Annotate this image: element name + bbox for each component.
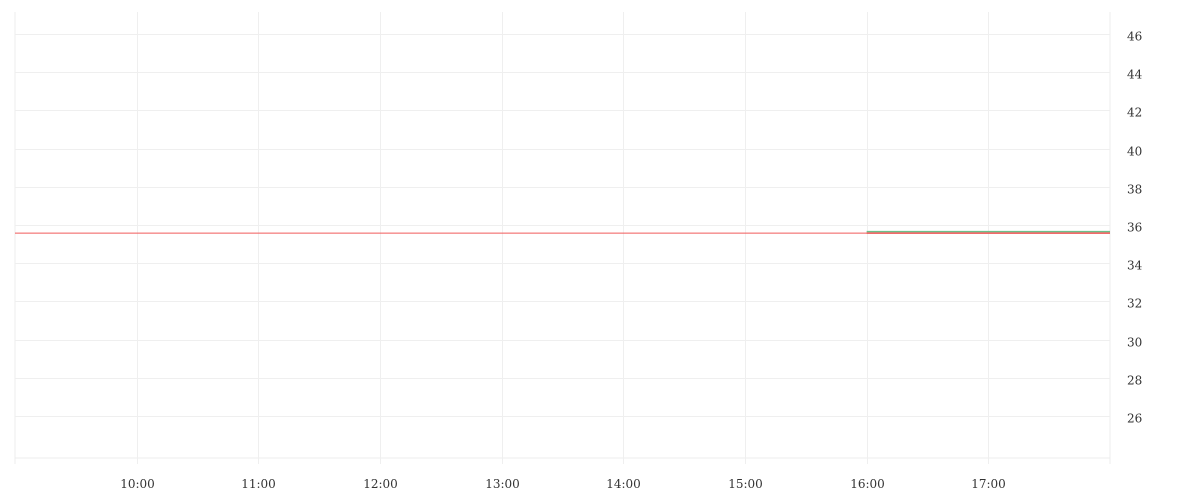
grid [14,12,1111,464]
x-axis: 10:00 11:00 12:00 13:00 14:00 15:00 16:00 17:00 [120,477,1006,491]
y-tick-label: 36 [1127,221,1142,235]
y-tick-label: 32 [1127,297,1142,311]
y-tick-label: 34 [1127,259,1143,273]
y-tick-label: 26 [1127,412,1142,426]
x-tick-label: 16:00 [850,477,885,491]
x-tick-label: 12:00 [363,477,398,491]
y-tick-label: 38 [1127,183,1142,197]
x-tick-label: 14:00 [606,477,641,491]
x-tick-label: 10:00 [120,477,155,491]
series [15,230,1110,234]
y-tick-label: 30 [1127,336,1142,350]
y-tick-label: 44 [1127,68,1143,82]
y-tick-label: 42 [1127,106,1142,120]
x-tick-label: 11:00 [241,477,276,491]
y-tick-label: 40 [1127,145,1142,159]
x-tick-label: 13:00 [485,477,520,491]
y-tick-label: 46 [1127,30,1142,44]
x-tick-label: 15:00 [728,477,763,491]
y-axis: 26 28 30 32 34 36 38 40 42 44 46 [1127,30,1143,426]
x-tick-label: 17:00 [971,477,1006,491]
y-tick-label: 28 [1127,374,1142,388]
